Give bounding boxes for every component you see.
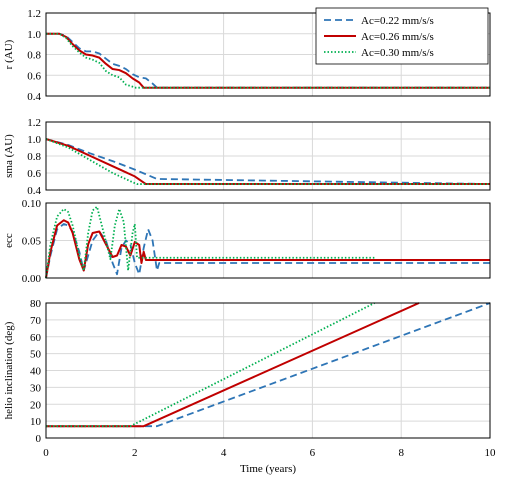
y-tick-label: 0.00	[22, 273, 42, 285]
series-line-1	[45, 138, 490, 186]
y-tick-label: 80	[30, 298, 42, 310]
series-line-2	[45, 205, 375, 279]
x-axis-label: Time (years)	[240, 463, 296, 475]
y-tick-label: 10	[30, 416, 42, 428]
x-tick-label: 10	[485, 447, 497, 459]
plot-frame	[45, 202, 491, 279]
y-tick-label: 1.0	[27, 29, 41, 41]
series-line-0	[45, 223, 490, 279]
series-line-2	[46, 32, 490, 89]
series-line-0	[46, 302, 491, 428]
y-tick-label: 0.8	[27, 151, 41, 163]
legend-label-2: Ac=0.30 mm/s/s	[361, 47, 434, 59]
x-tick-label: 2	[132, 447, 138, 459]
y-tick-label: 30	[30, 382, 42, 394]
y-tick-label: 0.05	[22, 236, 42, 248]
y-tick-label: 1.0	[27, 134, 41, 146]
y-tick-label: 60	[30, 332, 42, 344]
y-tick-label: 20	[30, 399, 42, 411]
x-tick-label: 0	[43, 447, 49, 459]
plot-frame	[45, 12, 491, 97]
y-axis-label: helio inclination (deg)	[3, 321, 15, 419]
series-line-2	[45, 138, 490, 185]
panels: 0.4 0.6 0.8 1.0 1.2 r (AU) 0.4 0.6 0.8 1.0 1.2 sma …	[3, 8, 496, 459]
y-axis-label: sma (AU)	[3, 134, 15, 178]
x-tick-label: 8	[398, 447, 404, 459]
series-line-1	[46, 302, 420, 428]
plot-frame	[45, 121, 491, 191]
series-line-1	[46, 32, 490, 89]
y-tick-label: 0.10	[22, 198, 42, 210]
y-axis-label: r (AU)	[3, 39, 15, 69]
x-tick-label: 6	[310, 447, 316, 459]
y-tick-label: 0.8	[27, 50, 41, 62]
panel-1: 0.4 0.6 0.8 1.0 1.2 sma (AU)	[3, 117, 491, 197]
y-tick-label: 0.6	[27, 70, 41, 82]
x-tick-label: 4	[221, 447, 227, 459]
series-line-2	[46, 302, 375, 428]
y-tick-label: 1.2	[27, 117, 41, 129]
legend: Ac=0.22 mm/s/s Ac=0.26 mm/s/s Ac=0.30 mm…	[315, 7, 489, 65]
y-tick-label: 1.2	[27, 8, 41, 20]
y-tick-label: 0.6	[27, 168, 41, 180]
panel-2: 0.00 0.05 0.10 ecc	[3, 198, 491, 285]
series-line-1	[45, 219, 490, 279]
y-tick-label: 40	[30, 366, 42, 378]
legend-label-0: Ac=0.22 mm/s/s	[361, 15, 434, 27]
series-line-0	[45, 138, 491, 185]
y-tick-label: 0.4	[27, 91, 41, 103]
y-tick-label: 0.4	[27, 185, 41, 197]
y-tick-label: 0	[36, 433, 42, 445]
legend-label-1: Ac=0.26 mm/s/s	[361, 31, 434, 43]
y-tick-label: 50	[30, 349, 42, 361]
y-axis-label: ecc	[3, 233, 15, 248]
y-tick-label: 70	[30, 315, 42, 327]
series-line-0	[46, 32, 490, 89]
plot-frame	[45, 302, 491, 439]
